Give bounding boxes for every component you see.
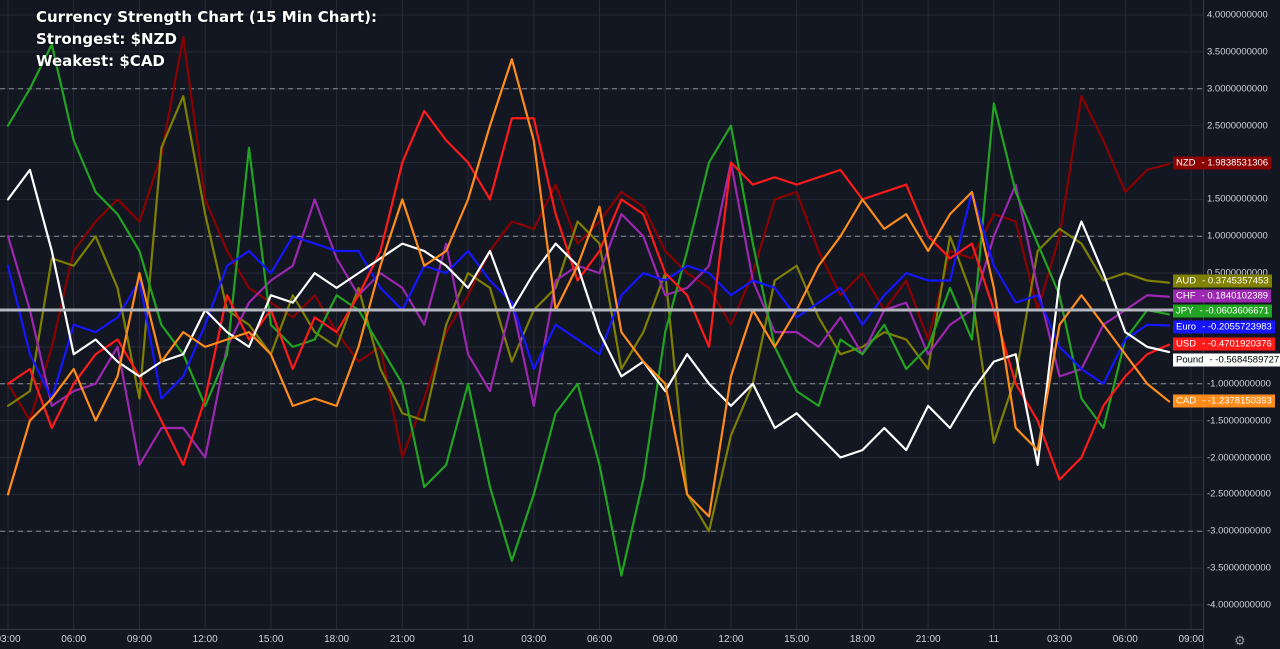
series-label-pound: Pound - -0.5684589727 [1173,353,1280,367]
series-label-value: - -0.0603606671 [1196,304,1273,318]
x-tick-label: 15:00 [784,634,810,645]
y-tick-label: -1.5000000000 [1207,415,1271,427]
x-tick-label: 06:00 [586,634,613,645]
x-tick-label: 09:00 [652,634,678,645]
series-label-chf: CHF - 0.1840102389 [1173,289,1272,303]
weakest-label: Weakest: $CAD [36,52,165,70]
x-tick-label: 11 [988,634,1000,645]
series-line-jpy [6,43,1171,577]
series-label-euro: Euro - -0.2055723983 [1173,320,1275,334]
series-label-code: JPY [1173,304,1197,318]
x-tick-label: 06:00 [61,634,87,645]
series-label-value: - 0.1840102389 [1198,289,1272,303]
strongest-label: Strongest: $NZD [36,30,177,48]
time-axis-line [0,629,1203,630]
series-label-cad: CAD - -1.2378150393 [1173,394,1275,408]
y-tick-label: 2.5000000000 [1207,120,1268,132]
series-label-code: CHF [1173,289,1199,303]
x-tick-label: 12:00 [718,634,744,645]
y-tick-label: -4.0000000000 [1207,599,1271,611]
chart-title-block: Currency Strength Chart (15 Min Chart): … [36,6,377,72]
plot-area [0,0,1203,629]
series-line-pound [6,168,1171,466]
series-line-aud [6,95,1171,533]
x-tick-label: 03:00 [0,634,21,645]
y-tick-label: 4.0000000000 [1207,9,1268,21]
x-tick-label: 12:00 [192,634,218,645]
y-tick-label: -2.0000000000 [1207,452,1271,463]
y-tick-label: -3.5000000000 [1207,562,1271,574]
y-tick-label: 3.0000000000 [1207,83,1268,95]
series-label-aud: AUD - 0.3745357453 [1173,274,1272,288]
x-tick-label: 21:00 [389,634,415,645]
x-tick-label: 06:00 [1112,634,1138,645]
y-tick-label: 1.0000000000 [1207,230,1268,242]
series-label-jpy: JPY - -0.0603606671 [1173,304,1273,318]
series-label-value: - -0.2055723983 [1199,320,1275,334]
x-tick-label: 09:00 [1178,634,1204,645]
x-tick-label: 03:00 [1047,634,1073,645]
series-line-cad [6,58,1171,518]
series-label-code: Pound [1173,353,1207,367]
x-tick-label: 21:00 [915,634,941,645]
series-label-value: - -0.4701920376 [1199,337,1275,351]
y-tick-label: 1.5000000000 [1207,193,1268,205]
series-line-usd [6,109,1171,481]
x-tick-label: 18:00 [849,634,875,645]
y-tick-label: 3.5000000000 [1207,46,1268,58]
series-label-code: USD [1173,337,1200,351]
chart-title: Currency Strength Chart (15 Min Chart): [36,8,378,26]
series-label-value: - -1.2378150393 [1199,394,1275,408]
series-label-value: - 0.3745357453 [1199,274,1272,288]
series-label-code: CAD [1173,394,1200,408]
y-tick-label: 0.5000000000 [1207,267,1268,279]
series-label-nzd: NZD - 1.9838531306 [1173,156,1272,170]
series-label-code: Euro [1173,320,1200,334]
y-tick-label: -1.0000000000 [1207,378,1271,390]
x-tick-label: 15:00 [258,634,284,645]
y-tick-label: -3.0000000000 [1207,525,1271,537]
x-tick-label: 18:00 [324,634,350,645]
x-tick-label: 09:00 [126,634,152,645]
gear-icon[interactable]: ⚙ [1234,633,1246,648]
x-tick-label: 10 [462,634,474,645]
series-label-value: - 1.9838531306 [1198,156,1272,170]
x-tick-label: 03:00 [521,634,547,645]
series-label-code: NZD [1173,156,1199,170]
y-tick-label: -2.5000000000 [1207,488,1271,500]
series-label-code: AUD [1173,274,1200,288]
series-label-value: - -0.5684589727 [1206,353,1280,367]
series-label-usd: USD - -0.4701920376 [1173,337,1275,351]
